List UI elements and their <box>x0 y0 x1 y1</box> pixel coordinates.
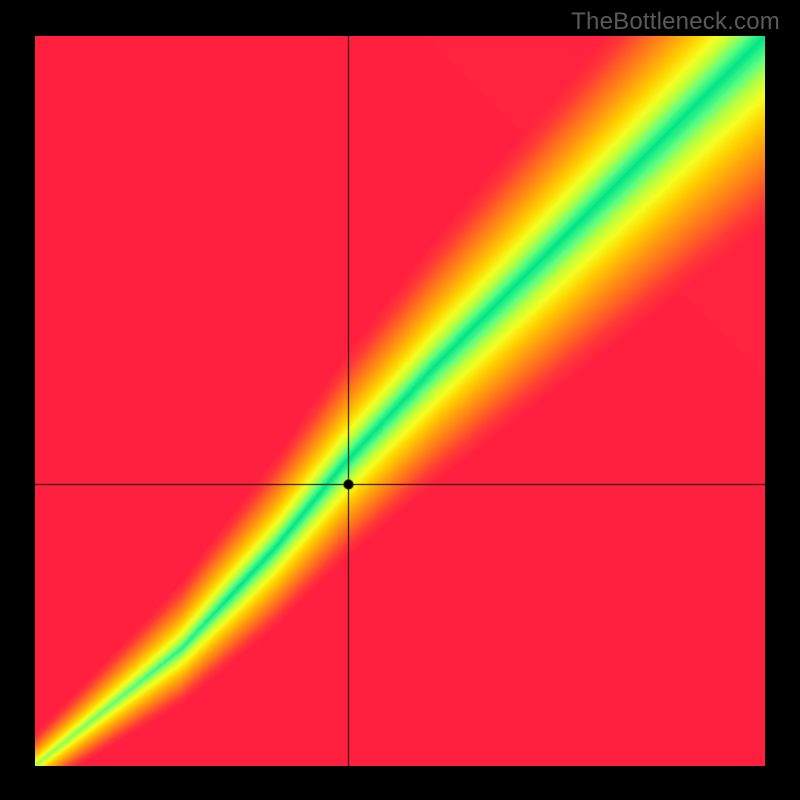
watermark-label: TheBottleneck.com <box>571 8 780 36</box>
bottleneck-heatmap <box>35 36 765 766</box>
